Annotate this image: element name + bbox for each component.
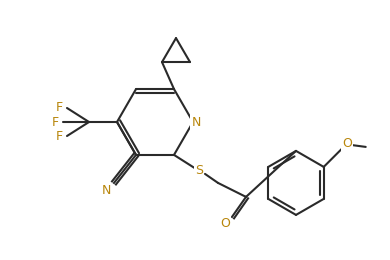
Text: S: S [195,164,203,177]
Text: O: O [220,217,230,230]
Text: N: N [191,115,201,128]
Text: F: F [55,101,62,114]
Text: F: F [51,115,58,128]
Text: N: N [101,184,111,197]
Text: O: O [342,137,352,150]
Text: F: F [55,131,62,144]
